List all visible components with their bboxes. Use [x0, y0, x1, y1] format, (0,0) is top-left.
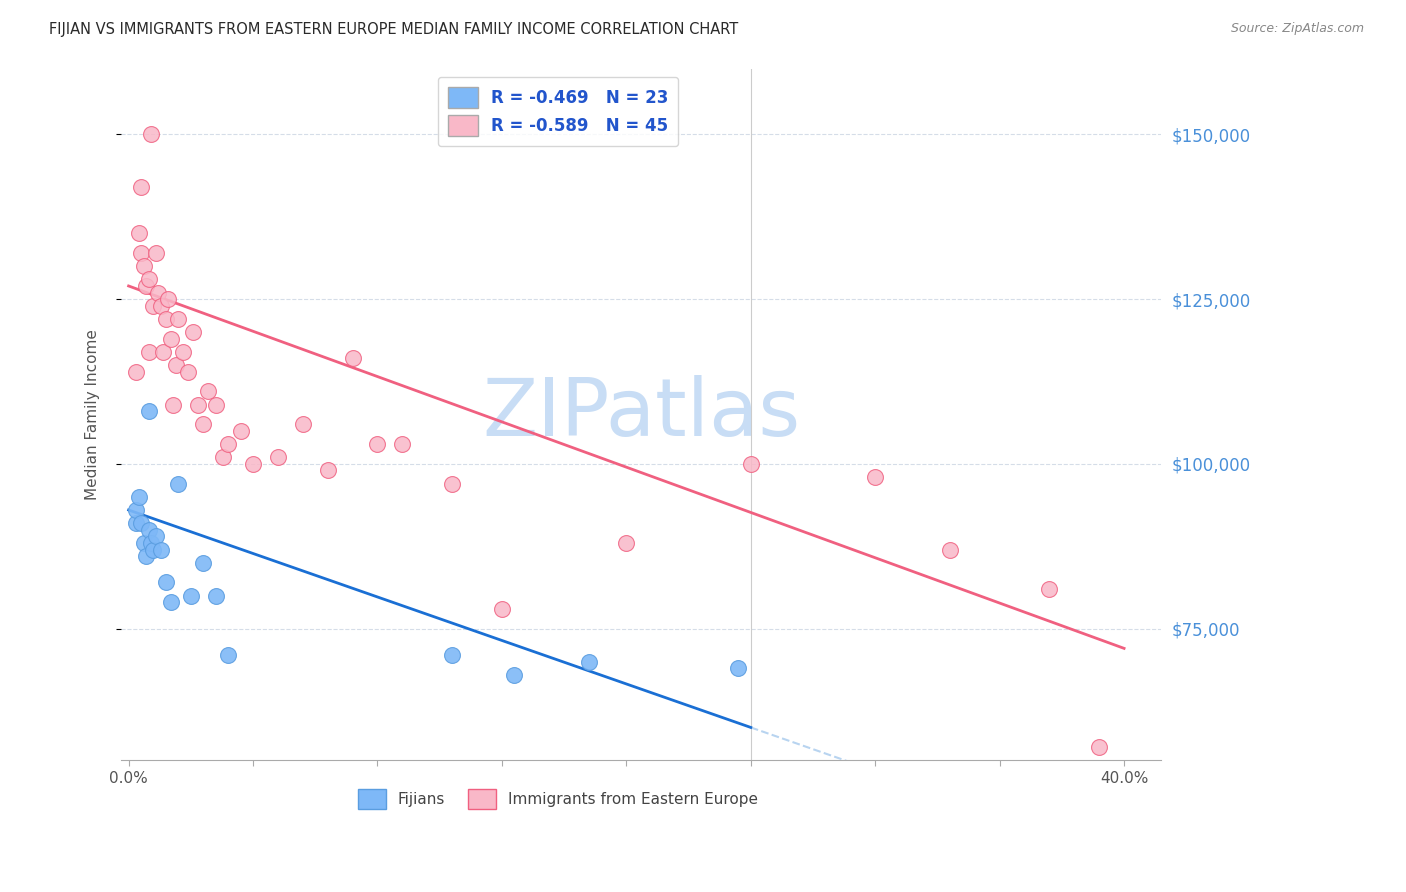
Point: [155, 312, 177, 326]
Text: ZIPatlas: ZIPatlas: [482, 376, 800, 453]
Point: [142, 299, 165, 313]
Point: [128, 490, 150, 504]
Point: [135, 549, 157, 563]
Point: [180, 589, 202, 603]
Point: [863, 470, 886, 484]
Point: [138, 344, 160, 359]
Point: [165, 358, 187, 372]
Point: [578, 655, 600, 669]
Point: [391, 437, 413, 451]
Point: [138, 523, 160, 537]
Point: [155, 575, 177, 590]
Point: [139, 128, 162, 142]
Text: Source: ZipAtlas.com: Source: ZipAtlas.com: [1230, 22, 1364, 36]
Point: [160, 332, 183, 346]
Point: [291, 417, 314, 432]
Point: [149, 542, 172, 557]
Point: [242, 457, 264, 471]
Legend: Fijians, Immigrants from Eastern Europe: Fijians, Immigrants from Eastern Europe: [352, 783, 763, 815]
Point: [145, 529, 167, 543]
Point: [229, 424, 252, 438]
Point: [142, 542, 165, 557]
Point: [491, 602, 513, 616]
Point: [193, 417, 215, 432]
Point: [342, 351, 364, 366]
Point: [177, 365, 200, 379]
Point: [366, 437, 388, 451]
Point: [132, 259, 155, 273]
Point: [167, 476, 190, 491]
Point: [267, 450, 290, 465]
Point: [441, 476, 464, 491]
Point: [149, 299, 172, 313]
Point: [160, 595, 183, 609]
Point: [503, 667, 526, 681]
Point: [152, 344, 174, 359]
Point: [162, 398, 184, 412]
Point: [197, 384, 219, 399]
Point: [138, 404, 160, 418]
Point: [138, 272, 160, 286]
Point: [139, 536, 162, 550]
Point: [316, 463, 339, 477]
Point: [187, 398, 209, 412]
Point: [129, 246, 152, 260]
Point: [193, 556, 215, 570]
Point: [614, 536, 637, 550]
Point: [1038, 582, 1060, 596]
Point: [212, 450, 235, 465]
Point: [217, 437, 239, 451]
Point: [441, 648, 464, 662]
Point: [135, 279, 157, 293]
Point: [129, 516, 152, 531]
Point: [145, 246, 167, 260]
Point: [128, 226, 150, 240]
Point: [217, 648, 239, 662]
Point: [204, 589, 226, 603]
Point: [740, 457, 762, 471]
Point: [167, 312, 190, 326]
Point: [939, 542, 962, 557]
Point: [181, 325, 204, 339]
Point: [125, 365, 148, 379]
Point: [727, 661, 749, 675]
Y-axis label: Median Family Income: Median Family Income: [86, 329, 100, 500]
Point: [125, 516, 148, 531]
Point: [1088, 740, 1111, 755]
Point: [157, 292, 180, 306]
Point: [125, 503, 148, 517]
Point: [132, 536, 155, 550]
Point: [172, 344, 194, 359]
Point: [148, 285, 170, 300]
Point: [204, 398, 226, 412]
Text: FIJIAN VS IMMIGRANTS FROM EASTERN EUROPE MEDIAN FAMILY INCOME CORRELATION CHART: FIJIAN VS IMMIGRANTS FROM EASTERN EUROPE…: [49, 22, 738, 37]
Point: [129, 180, 152, 194]
